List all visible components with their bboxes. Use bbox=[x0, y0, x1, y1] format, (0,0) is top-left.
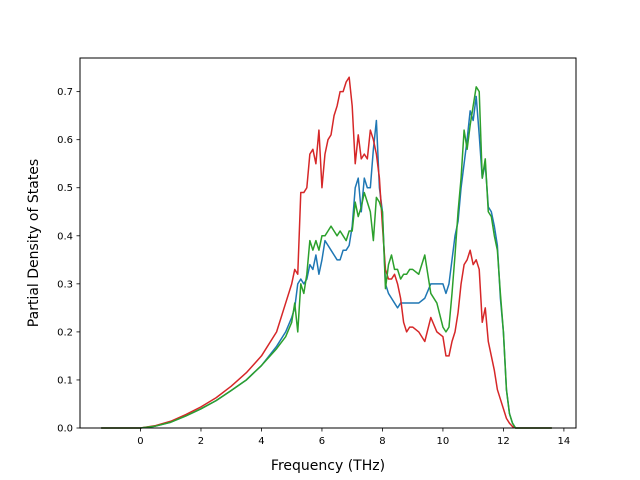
x-tick-label: 0 bbox=[137, 436, 143, 447]
y-tick-label: 0.1 bbox=[57, 375, 73, 386]
y-axis: 0.0 0.1 0.2 0.3 0.4 0.5 0.6 0.7 bbox=[57, 87, 80, 435]
x-tick-label: 8 bbox=[379, 436, 385, 447]
y-tick-label: 0.4 bbox=[57, 231, 73, 242]
x-tick-label: 4 bbox=[258, 436, 264, 447]
x-tick-label: 14 bbox=[558, 436, 571, 447]
y-tick-label: 0.0 bbox=[57, 424, 73, 435]
y-tick-label: 0.5 bbox=[57, 183, 73, 194]
x-axis: 0 2 4 6 8 10 12 14 bbox=[137, 428, 570, 447]
y-tick-label: 0.2 bbox=[57, 327, 73, 338]
x-tick-label: 10 bbox=[437, 436, 450, 447]
y-tick-label: 0.3 bbox=[57, 279, 73, 290]
plot-area bbox=[101, 76, 552, 429]
y-tick-label: 0.6 bbox=[57, 135, 73, 146]
y-tick-label: 0.7 bbox=[57, 87, 73, 98]
axes-frame bbox=[79, 57, 577, 429]
x-tick-label: 6 bbox=[319, 436, 325, 447]
x-tick-label: 12 bbox=[497, 436, 510, 447]
x-axis-label: Frequency (THz) bbox=[271, 458, 385, 474]
pdos-series-line-3 bbox=[101, 86, 552, 429]
y-axis-label: Partial Density of States bbox=[26, 159, 42, 327]
pdos-series-line-2 bbox=[101, 76, 552, 429]
x-tick-label: 2 bbox=[198, 436, 204, 447]
